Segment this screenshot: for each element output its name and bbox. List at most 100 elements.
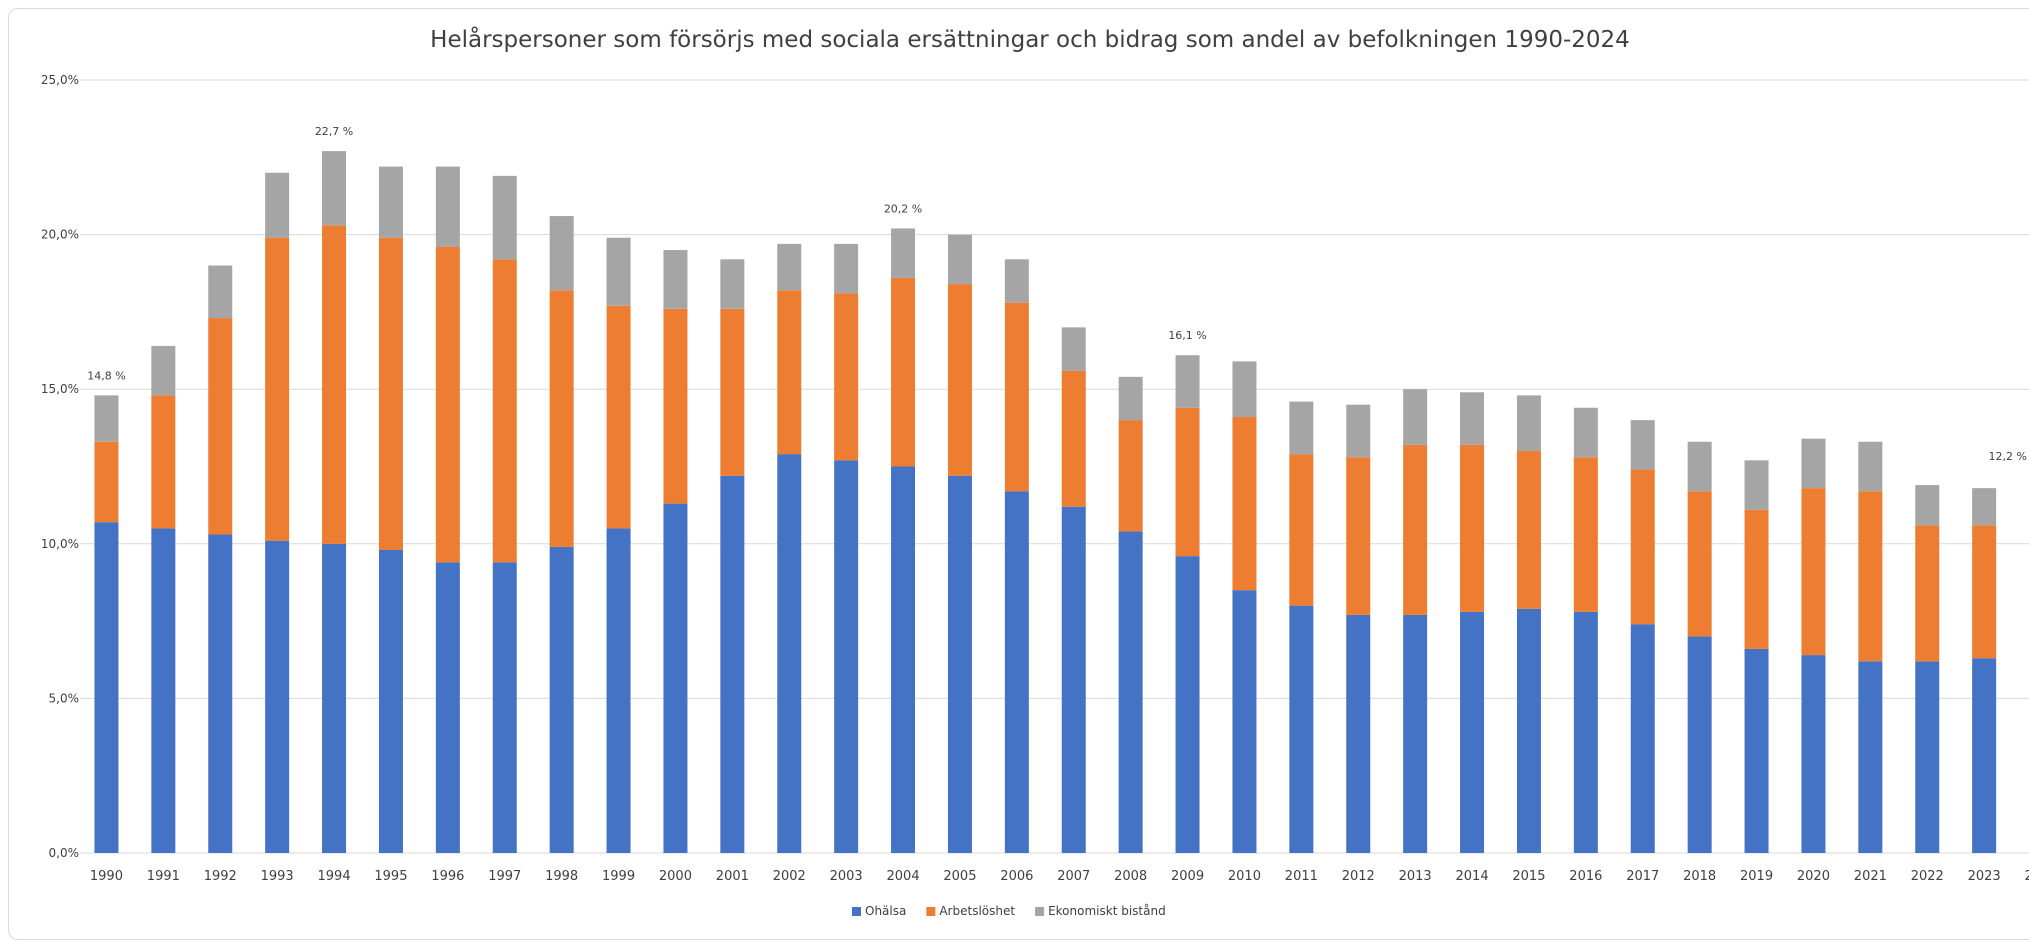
bar-arbetslöshet-1990 — [94, 441, 119, 523]
bar-ohälsa-1991 — [151, 528, 176, 853]
bar-ekonomiskt-bistånd-2009 — [1175, 355, 1200, 408]
bar-ekonomiskt-bistånd-2016 — [1573, 407, 1598, 458]
bar-ekonomiskt-bistånd-1996 — [435, 166, 460, 247]
bar-ohälsa-2001 — [720, 475, 745, 853]
bar-ohälsa-1998 — [549, 546, 574, 853]
bar-ohälsa-1992 — [208, 534, 233, 853]
bar-ekonomiskt-bistånd-2022 — [1915, 485, 1940, 526]
bar-ohälsa-2023 — [1972, 658, 1997, 853]
bar-ekonomiskt-bistånd-2019 — [1744, 460, 1769, 510]
bar-ekonomiskt-bistånd-1991 — [151, 345, 176, 396]
bar-ekonomiskt-bistånd-2005 — [947, 234, 972, 285]
bar-ohälsa-2018 — [1687, 636, 1712, 853]
x-tick-label: 2011 — [1285, 869, 1318, 884]
bar-ekonomiskt-bistånd-1995 — [378, 166, 403, 238]
x-tick-label: 1994 — [318, 869, 351, 884]
bar-arbetslöshet-2010 — [1232, 417, 1257, 591]
bar-ohälsa-2020 — [1801, 655, 1826, 853]
bar-ohälsa-1993 — [265, 540, 290, 853]
x-tick-label: 1993 — [261, 869, 294, 884]
gridlines — [80, 79, 2029, 854]
bar-ohälsa-2022 — [1915, 661, 1940, 853]
bar-ohälsa-2013 — [1403, 614, 1428, 853]
bar-ohälsa-2006 — [1004, 491, 1029, 853]
x-tick-label: 2000 — [659, 869, 692, 884]
x-tick-label: 2004 — [887, 869, 920, 884]
x-tick-label: 2020 — [1797, 869, 1830, 884]
y-tick-label: 10,0% — [41, 537, 79, 551]
x-tick-label: 2006 — [1000, 869, 1033, 884]
x-tick-label: 2003 — [830, 869, 863, 884]
legend-swatch — [1035, 907, 1045, 916]
bar-arbetslöshet-1995 — [378, 237, 403, 550]
bar-ohälsa-2009 — [1175, 556, 1200, 853]
x-axis-tick-labels: 1990 1991 1992 1993 1994 1995 1996 1997 1998 1999… — [90, 869, 2029, 884]
y-tick-label: 15,0% — [41, 382, 79, 396]
data-label-2024: 12,2 % — [1989, 450, 2027, 463]
bar-ohälsa-2000 — [663, 503, 688, 853]
bar-arbetslöshet-2021 — [1858, 491, 1883, 662]
data-label-2004: 20,2 % — [884, 202, 922, 215]
bar-ohälsa-2007 — [1061, 506, 1086, 853]
y-axis-tick-labels: 0,0% 5,0% 10,0% 15,0% 20,0% 25,0% — [41, 73, 79, 860]
x-tick-label: 2023 — [1968, 869, 2001, 884]
bar-arbetslöshet-1996 — [435, 246, 460, 563]
bar-ohälsa-2017 — [1630, 624, 1655, 853]
bar-ohälsa-2004 — [891, 466, 916, 853]
bar-arbetslöshet-2013 — [1403, 444, 1428, 615]
x-tick-label: 1999 — [602, 869, 635, 884]
bar-ekonomiskt-bistånd-2010 — [1232, 361, 1257, 418]
x-tick-label: 1990 — [90, 869, 123, 884]
bar-ohälsa-2008 — [1118, 531, 1143, 853]
bar-ohälsa-2012 — [1346, 614, 1371, 853]
legend-swatch — [926, 907, 936, 916]
bar-ekonomiskt-bistånd-2006 — [1004, 259, 1029, 303]
bar-ekonomiskt-bistånd-2014 — [1460, 392, 1485, 445]
legend: Ohälsa Arbetslöshet Ekonomiskt bistånd — [852, 904, 1166, 918]
bar-ohälsa-1999 — [606, 528, 631, 853]
data-labels: 14,8 % 22,7 % 20,2 % 16,1 % 12,2 % — [87, 125, 2027, 463]
bar-ekonomiskt-bistånd-2011 — [1289, 401, 1314, 455]
bar-arbetslöshet-2011 — [1289, 454, 1314, 606]
x-tick-label: 2010 — [1228, 869, 1261, 884]
bar-arbetslöshet-2014 — [1460, 444, 1485, 612]
bar-arbetslöshet-2008 — [1118, 420, 1143, 532]
bar-ekonomiskt-bistånd-1992 — [208, 265, 233, 319]
bar-ekonomiskt-bistånd-1998 — [549, 216, 574, 291]
bar-ekonomiskt-bistånd-2008 — [1118, 376, 1143, 421]
x-tick-label: 2009 — [1171, 869, 1204, 884]
x-tick-label: 2012 — [1342, 869, 1375, 884]
bar-arbetslöshet-1993 — [265, 237, 290, 541]
x-tick-label: 2002 — [773, 869, 806, 884]
x-tick-label: 1991 — [147, 869, 180, 884]
bar-arbetslöshet-2004 — [891, 277, 916, 467]
bar-ekonomiskt-bistånd-2021 — [1858, 441, 1883, 492]
legend-label: Ekonomiskt bistånd — [1048, 904, 1166, 918]
x-tick-label: 1996 — [431, 869, 464, 884]
bars — [94, 151, 1997, 853]
x-tick-label: 1997 — [488, 869, 521, 884]
bar-arbetslöshet-2003 — [834, 293, 859, 461]
chart-title: Helårspersoner som försörjs med sociala … — [430, 25, 1630, 53]
bar-ekonomiskt-bistånd-2001 — [720, 259, 745, 309]
bar-arbetslöshet-2006 — [1004, 302, 1029, 492]
bar-ohälsa-1990 — [94, 522, 119, 853]
bar-ekonomiskt-bistånd-2004 — [891, 228, 916, 278]
bar-arbetslöshet-2009 — [1175, 407, 1200, 557]
bar-ekonomiskt-bistånd-2002 — [777, 243, 802, 291]
bar-arbetslöshet-2023 — [1972, 525, 1997, 659]
x-tick-label: 2005 — [943, 869, 976, 884]
bar-ohälsa-1995 — [378, 549, 403, 853]
legend-item-ekonomiskt-bistånd: Ekonomiskt bistånd — [1035, 904, 1166, 918]
x-tick-label: 2008 — [1114, 869, 1147, 884]
legend-label: Arbetslöshet — [939, 904, 1015, 918]
x-tick-label: 2015 — [1512, 869, 1545, 884]
x-tick-label: 2024 — [2025, 869, 2029, 884]
bar-ekonomiskt-bistånd-2018 — [1687, 441, 1712, 492]
bar-arbetslöshet-2016 — [1573, 457, 1598, 612]
bar-ohälsa-2014 — [1460, 611, 1485, 853]
bar-arbetslöshet-2001 — [720, 308, 745, 476]
y-tick-label: 25,0% — [41, 73, 79, 87]
data-label-2009: 16,1 % — [1168, 329, 1206, 342]
y-tick-label: 20,0% — [41, 228, 79, 242]
